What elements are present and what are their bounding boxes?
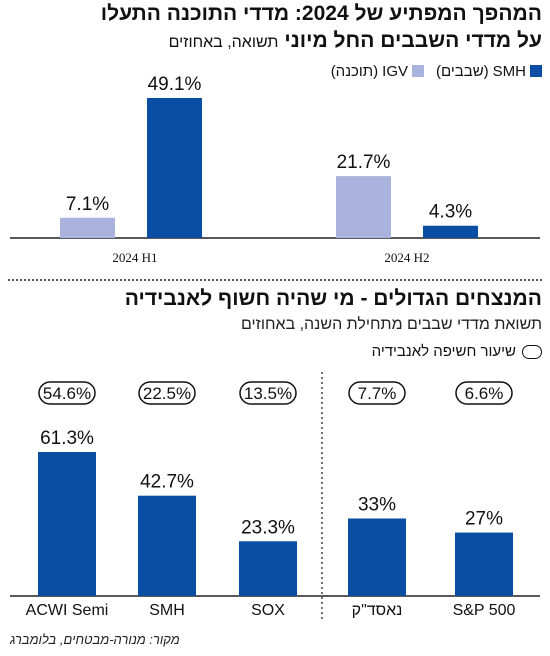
exposure-legend: שיעור חשיפה לאנבידיה bbox=[372, 343, 542, 360]
exposure-pill-3 bbox=[239, 381, 297, 405]
x-tick-1: 2024 H1 bbox=[112, 250, 157, 265]
data-label-5: 27% bbox=[465, 509, 503, 530]
chart2-subtitle: תשואת מדדי שבבים מתחילת השנה, באחוזים bbox=[240, 316, 542, 333]
data-label-2: 42.7% bbox=[140, 472, 194, 493]
bar-igv-1 bbox=[60, 217, 115, 238]
exposure-value-2: 22.5% bbox=[143, 384, 191, 403]
chart1-title: המהפך המפתיע של 2024: מדדי התוכנה התעלו bbox=[100, 2, 542, 25]
legend-label-smh: SMH bbox=[492, 62, 526, 80]
exposure-pill-1 bbox=[38, 381, 96, 405]
data-label-igv-1: 7.1% bbox=[66, 194, 109, 215]
chart1-legend: SMH (שבבים) IGV (תוכנה) bbox=[331, 61, 542, 81]
exposure-value-3: 13.5% bbox=[244, 384, 292, 403]
chart1-title-part2: על מדדי השבבים החל מיוני bbox=[284, 29, 542, 52]
x-tick-5: S&P 500 bbox=[453, 602, 516, 619]
bar-4 bbox=[348, 518, 406, 596]
legend-note-igv: (תוכנה) bbox=[330, 62, 379, 80]
exposure-legend-symbol bbox=[522, 344, 542, 359]
chart1-subtitle: תשואה, באחוזים bbox=[168, 34, 279, 51]
exposure-value-4: 7.7% bbox=[358, 384, 397, 403]
bar-smh-1 bbox=[147, 98, 202, 238]
legend-item-smh: SMH (שבבים) bbox=[436, 63, 542, 80]
source-note: מקור: מנורה-מבטחים, בלומברג bbox=[10, 632, 180, 647]
exposure-pill-4 bbox=[348, 381, 406, 405]
section-divider bbox=[8, 279, 542, 281]
data-label-1: 61.3% bbox=[40, 428, 94, 449]
exposure-value-5: 6.6% bbox=[465, 384, 504, 403]
legend-swatch-igv bbox=[412, 65, 424, 77]
legend-label-igv: IGV bbox=[382, 62, 408, 80]
data-label-igv-2: 21.7% bbox=[337, 152, 391, 173]
bar-igv-2 bbox=[336, 176, 391, 238]
chart1-title-line2: על מדדי השבבים החל מיוני תשואה, באחוזים bbox=[169, 29, 542, 53]
x-tick-1: ACWI Semi bbox=[26, 602, 109, 619]
data-label-smh-1: 49.1% bbox=[148, 74, 202, 95]
x-tick-2: SMH bbox=[149, 602, 185, 619]
data-label-4: 33% bbox=[358, 494, 396, 515]
legend-item-igv: IGV (תוכנה) bbox=[331, 63, 424, 80]
bar-2 bbox=[138, 495, 196, 596]
exposure-pill-2 bbox=[138, 381, 196, 405]
bar-5 bbox=[455, 532, 513, 596]
legend-swatch-smh bbox=[530, 65, 542, 77]
x-tick-4: נאסד"ק bbox=[352, 602, 403, 619]
exposure-legend-label: שיעור חשיפה לאנבידיה bbox=[371, 343, 516, 360]
data-label-smh-2: 4.3% bbox=[429, 202, 472, 223]
exposure-pill-5 bbox=[455, 381, 513, 405]
data-label-3: 23.3% bbox=[241, 517, 295, 538]
bar-smh-2 bbox=[423, 225, 478, 238]
exposure-value-1: 54.6% bbox=[43, 384, 91, 403]
x-tick-3: SOX bbox=[251, 602, 285, 619]
chart2-title: המנצחים הגדולים - מי שהיה חשוף לאנבידיה bbox=[124, 287, 542, 310]
x-tick-2: 2024 H2 bbox=[384, 250, 429, 265]
bar-1 bbox=[38, 452, 96, 596]
bar-3 bbox=[239, 541, 297, 596]
legend-note-smh: (שבבים) bbox=[436, 62, 489, 80]
